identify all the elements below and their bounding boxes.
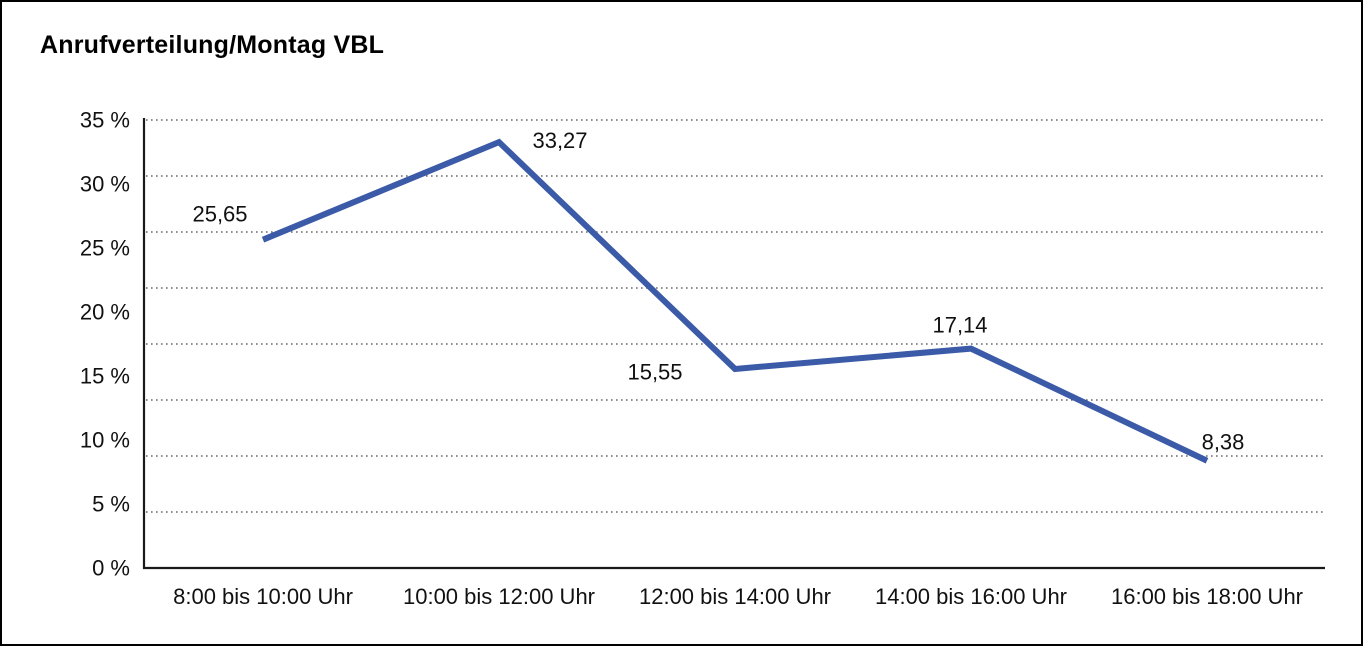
x-category-label: 10:00 bis 12:00 Uhr — [403, 584, 595, 609]
x-category-label: 16:00 bis 18:00 Uhr — [1111, 584, 1303, 609]
y-tick-label: 15 % — [80, 364, 130, 389]
data-point-value-label: 33,27 — [532, 128, 587, 153]
data-line — [261, 138, 1209, 464]
data-point-value-label: 25,65 — [192, 201, 247, 226]
y-tick-label: 0 % — [92, 556, 130, 581]
data-point-value-label: 8,38 — [1202, 429, 1245, 454]
data-point-value-label: 17,14 — [932, 312, 987, 337]
y-tick-label: 25 % — [80, 236, 130, 261]
x-category-label: 8:00 bis 10:00 Uhr — [173, 584, 353, 609]
y-tick-label: 30 % — [80, 172, 130, 197]
y-tick-label: 35 % — [80, 108, 130, 133]
y-tick-label: 20 % — [80, 300, 130, 325]
x-category-label: 12:00 bis 14:00 Uhr — [639, 584, 831, 609]
data-point-value-label: 15,55 — [627, 360, 682, 385]
y-tick-label: 5 % — [92, 492, 130, 517]
x-category-label: 14:00 bis 16:00 Uhr — [875, 584, 1067, 609]
chart-title: Anrufverteilung/Montag VBL — [40, 31, 385, 59]
y-tick-label: 10 % — [80, 428, 130, 453]
